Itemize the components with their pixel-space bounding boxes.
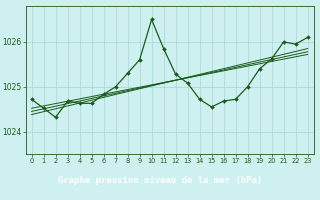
Text: Graphe pression niveau de la mer (hPa): Graphe pression niveau de la mer (hPa) [58,176,262,185]
